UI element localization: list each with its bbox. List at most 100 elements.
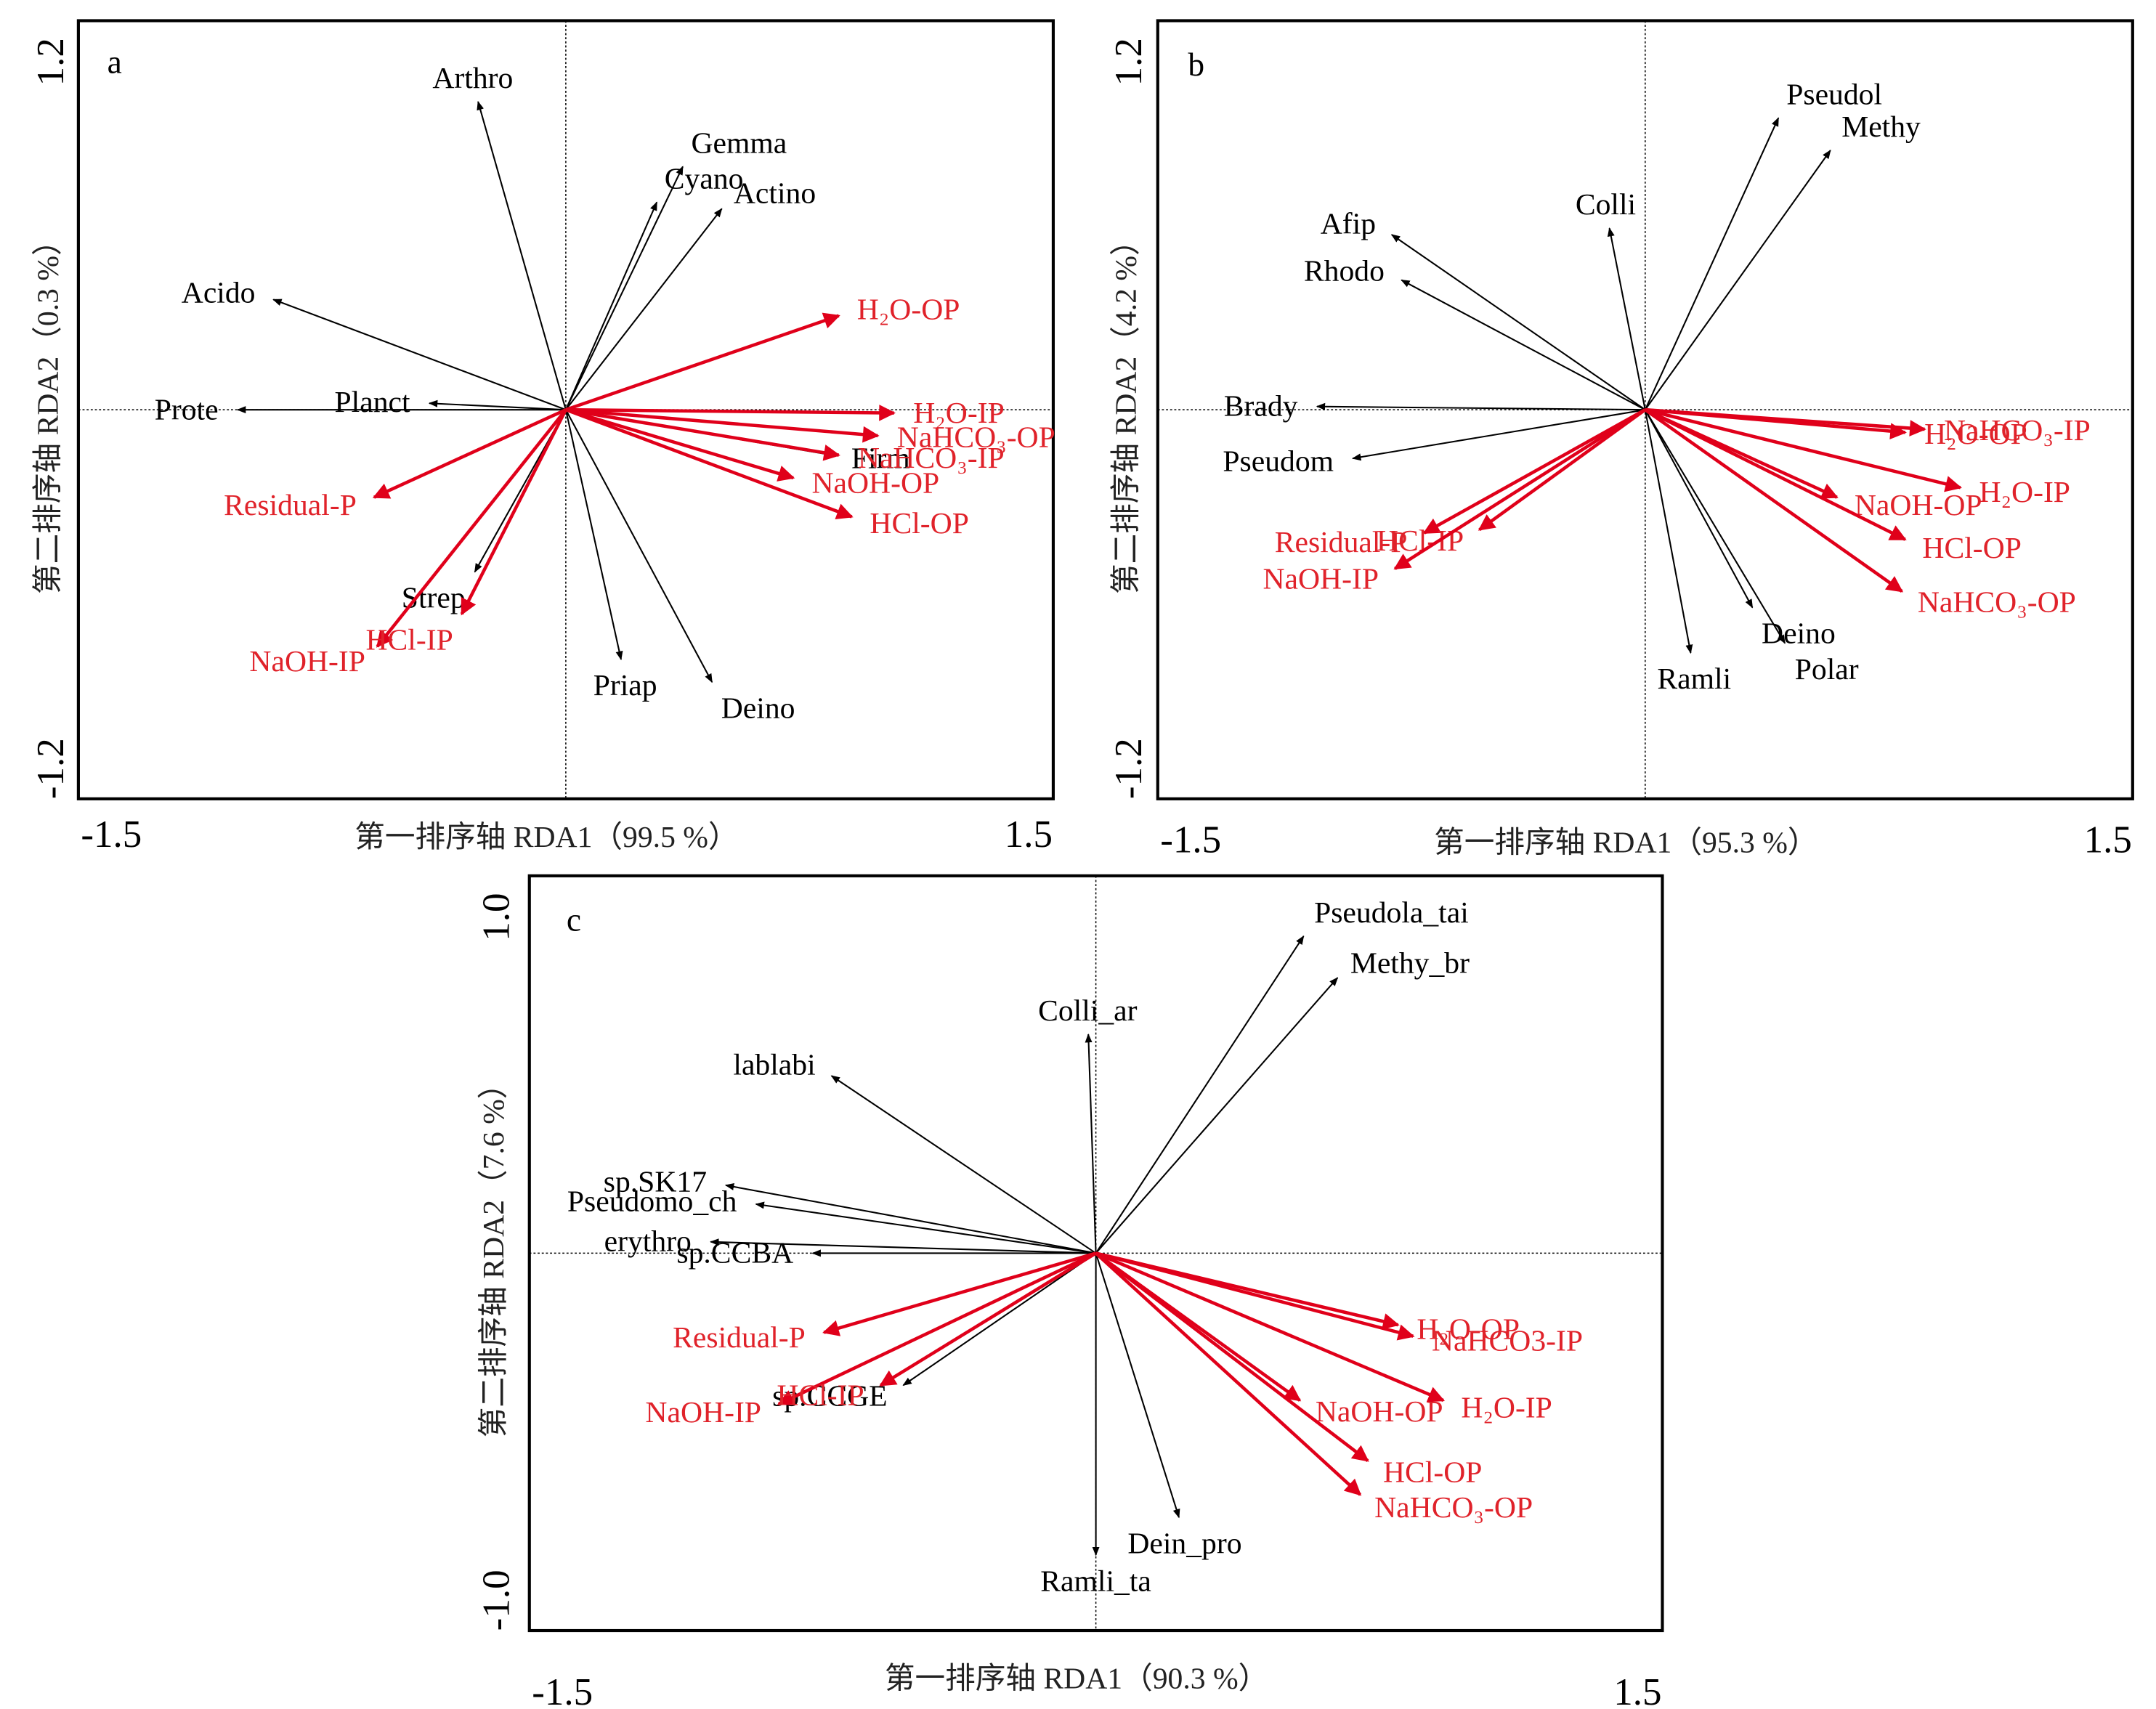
env-label: NaHCO₃-OP [1374, 1491, 1533, 1525]
env-label: NaOH-IP [645, 1396, 761, 1429]
species-label: Methy [1841, 110, 1921, 144]
species-arrow-1 [1644, 150, 1831, 410]
species-arrow-6 [710, 1238, 1096, 1254]
species-label: erythro [604, 1225, 692, 1258]
species-label: Pseudol [1786, 78, 1882, 111]
env-arrow-1 [1645, 407, 1907, 439]
env-arrow-0 [565, 312, 840, 412]
env-arrow-5 [1644, 408, 1904, 593]
env-label: NaOH-OP [1855, 489, 1982, 522]
env-label: H₂O-IP [1979, 476, 2070, 509]
env-arrow-4 [565, 407, 795, 482]
panel-letter: b [1188, 46, 1204, 83]
env-arrow-5 [565, 408, 854, 519]
env-arrow-7 [376, 408, 567, 648]
species-label: Ramli [1657, 662, 1731, 696]
x-tick-label: 1.5 [1005, 813, 1053, 856]
y-tick-label: -1.0 [475, 1570, 517, 1631]
species-label: Arthro [432, 62, 513, 95]
species-arrow-2 [564, 201, 658, 410]
species-arrow-4 [272, 299, 567, 411]
species-arrow-10 [564, 409, 713, 683]
env-label: H₂O-OP [1417, 1313, 1520, 1347]
env-arrow-2 [1095, 1251, 1446, 1402]
x-tick-label: -1.5 [532, 1671, 593, 1709]
env-label: NaOH-IP [249, 645, 365, 678]
env-label: H₂O-OP [857, 293, 960, 326]
env-label: H₂O-IP [1461, 1392, 1552, 1425]
env-arrow-6 [372, 408, 567, 499]
species-arrow-2 [1085, 1033, 1097, 1254]
env-arrow-3 [565, 407, 840, 461]
species-arrow-3 [830, 1075, 1097, 1254]
species-arrow-5 [755, 1201, 1096, 1254]
env-arrow-8 [460, 409, 567, 616]
species-label: sp.CCBA [676, 1237, 793, 1270]
y-axis-label: 第二排序轴 RDA2（4.2 %） [1110, 225, 1143, 594]
y-tick-label: -1.2 [30, 738, 72, 799]
species-label: Deino [721, 691, 795, 725]
env-label: NaHCO3-IP [1432, 1325, 1583, 1358]
env-label: Residual-P [673, 1321, 806, 1355]
panel-c: c -1.5 1.5 第一排序轴 RDA1（90.3 %） -1.0 1.0 第二排序轴 R… [475, 874, 1664, 1709]
species-label: Pseudom [1223, 445, 1334, 479]
species-label: Methy_br [1350, 946, 1470, 980]
species-label: Strep [402, 582, 466, 615]
species-arrow-1 [1095, 977, 1339, 1254]
env-arrow-8 [1393, 408, 1647, 570]
env-arrow-1 [1095, 1251, 1415, 1341]
species-arrow-8 [1644, 409, 1693, 654]
x-tick-label: 1.5 [1613, 1671, 1661, 1709]
env-arrow-7 [777, 1251, 1097, 1406]
x-axis-label: 第一排序轴 RDA1（99.5 %） [354, 821, 738, 854]
env-label: HCl-OP [1922, 532, 2021, 565]
y-axis-label: 第二排序轴 RDA2（0.3 %） [32, 225, 65, 594]
species-arrow-0 [1095, 935, 1305, 1254]
species-label: sp.SK17 [604, 1165, 707, 1198]
species-label: Firm [851, 442, 910, 475]
env-label: NaOH-OP [1316, 1395, 1443, 1429]
species-arrow-4 [724, 1183, 1096, 1254]
env-label: HCl-OP [870, 507, 968, 540]
species-label: Prote [155, 393, 219, 426]
panel-a: a -1.5 1.5 第一排序轴 RDA1（99.5 %） -1.2 1.2 第二排序轴 R… [30, 19, 1055, 856]
env-arrow-1 [565, 405, 896, 421]
env-label: NaHCO₃-IP [858, 442, 1005, 475]
species-label: Planct [335, 386, 410, 419]
y-tick-label: 1.0 [475, 893, 517, 941]
panel-b: b -1.5 1.5 第一排序轴 RDA1（95.3 %） -1.2 1.2 第二排序轴 R… [1108, 19, 2134, 861]
env-label: NaHCO₃-OP [897, 421, 1055, 454]
species-label: Cyano [665, 163, 744, 196]
species-label: Ramli_ta [1040, 1564, 1151, 1598]
env-arrow-6 [1422, 408, 1646, 535]
x-axis-label: 第一排序轴 RDA1（95.3 %） [1434, 827, 1817, 860]
species-label: Brady [1224, 390, 1298, 423]
env-label: Residual-P [1275, 526, 1408, 559]
env-label: HCl-OP [1383, 1456, 1482, 1490]
x-tick-label: -1.5 [81, 813, 142, 856]
species-label: Acido [182, 276, 256, 309]
x-tick-label: -1.5 [1160, 819, 1221, 861]
env-arrow-4 [1095, 1251, 1369, 1463]
species-label: lablabi [733, 1049, 815, 1082]
species-label: Pseudomo_ch [567, 1185, 737, 1218]
species-arrow-6 [1351, 409, 1645, 461]
env-label: NaOH-IP [1263, 562, 1379, 596]
species-arrow-4 [1401, 279, 1646, 411]
species-label: Polar [1795, 653, 1859, 686]
y-tick-label: -1.2 [1108, 738, 1150, 799]
species-label: Colli [1576, 188, 1636, 222]
species-arrow-1 [564, 166, 684, 410]
species-label: Rhodo [1304, 254, 1385, 288]
env-arrow-4 [1644, 408, 1907, 541]
x-axis-label: 第一排序轴 RDA1（90.3 %） [885, 1663, 1268, 1696]
species-label: Gemma [691, 126, 787, 160]
env-label: H₂O-IP [913, 397, 1005, 430]
env-arrow-2 [1645, 407, 1962, 492]
species-label: Pseudola_tai [1314, 896, 1469, 930]
species-arrow-3 [1390, 234, 1646, 411]
species-label: Dein_pro [1127, 1527, 1241, 1560]
panel-letter: a [108, 44, 122, 80]
species-label: Colli_ar [1038, 994, 1138, 1028]
